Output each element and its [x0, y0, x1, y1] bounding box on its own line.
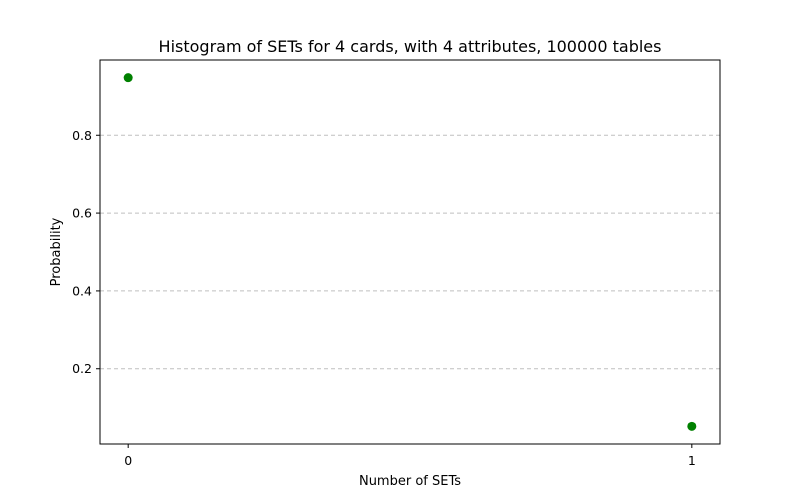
data-points	[123, 73, 697, 431]
data-point	[687, 421, 697, 431]
y-tick-label: 0.8	[72, 128, 92, 143]
data-point	[123, 73, 133, 83]
y-tick-label: 0.2	[72, 361, 92, 376]
y-tick-label: 0.4	[72, 283, 92, 298]
grid-lines	[100, 134, 720, 370]
x-axis-label: Number of SETs	[359, 474, 461, 489]
x-tick-label: 0	[124, 453, 132, 468]
y-axis-ticks: 0.2 0.4 0.6 0.8	[72, 128, 100, 376]
y-tick-label: 0.6	[72, 206, 92, 221]
plot-frame	[99, 59, 721, 445]
chart-title: Histogram of SETs for 4 cards, with 4 at…	[159, 37, 662, 56]
x-tick-label: 1	[688, 453, 696, 468]
y-axis-label: Probability	[49, 217, 64, 286]
